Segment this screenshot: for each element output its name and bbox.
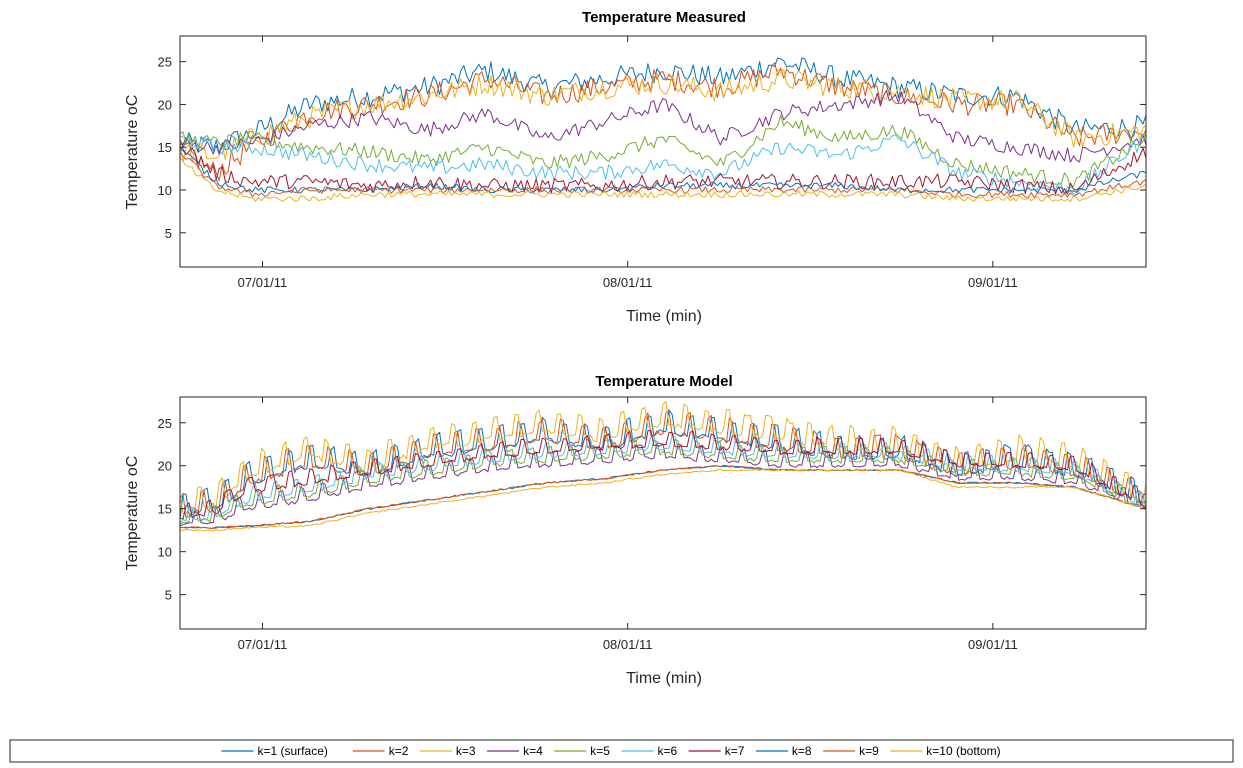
legend-label: k=2 — [389, 744, 409, 758]
y-tick-label: 20 — [158, 97, 172, 112]
x-ticks: 07/01/11 08/01/11 09/01/11 — [238, 397, 1018, 652]
legend-entry-k7: k=7 — [688, 744, 745, 758]
series-line-k5 — [179, 114, 1147, 189]
chart-title: Temperature Measured — [582, 9, 746, 26]
series-lines — [179, 401, 1147, 532]
y-axis-label: Temperature oC — [124, 456, 141, 571]
series-line-k4 — [179, 442, 1147, 527]
legend-label: k=1 (surface) — [258, 744, 328, 758]
y-tick-label: 10 — [158, 545, 172, 560]
y-tick-label: 25 — [158, 55, 172, 70]
series-line-k6 — [179, 134, 1147, 196]
legend-entry-k5: k=5 — [554, 744, 610, 758]
series-line-k10 — [179, 468, 1147, 532]
y-tick-label: 25 — [158, 416, 172, 431]
series-line-k3 — [179, 401, 1147, 515]
y-tick-label: 5 — [165, 226, 172, 241]
series-line-k3 — [179, 69, 1147, 163]
series-line-k9 — [179, 152, 1147, 198]
chart-title: Temperature Model — [595, 373, 732, 390]
legend-label: k=5 — [590, 744, 610, 758]
series-line-k5 — [179, 438, 1147, 525]
legend-entry-k1: k=1 (surface) — [221, 744, 328, 758]
series-line-k10 — [179, 157, 1147, 202]
legend-entry-k8: k=8 — [755, 744, 812, 758]
x-tick-label: 09/01/11 — [968, 637, 1018, 652]
legend-label: k=4 — [523, 744, 543, 758]
x-tick-label: 09/01/11 — [968, 275, 1018, 290]
plot-frame — [179, 35, 1147, 268]
model-chart: Temperature Model 5 10 15 20 25 07/01/11 08/0… — [124, 373, 1147, 687]
legend-entry-k2: k=2 — [352, 744, 409, 758]
x-tick-label: 07/01/11 — [238, 637, 288, 652]
x-tick-label: 08/01/11 — [603, 275, 653, 290]
series-line-k6 — [179, 434, 1147, 524]
y-tick-label: 10 — [158, 183, 172, 198]
y-tick-label: 15 — [158, 140, 172, 155]
legend-entry-k9: k=9 — [823, 744, 879, 758]
y-tick-label: 15 — [158, 502, 172, 517]
series-line-k7 — [179, 147, 1147, 195]
y-ticks: 5 10 15 20 25 — [158, 55, 1146, 241]
x-ticks: 07/01/11 08/01/11 09/01/11 — [238, 36, 1018, 290]
legend-label: k=10 (bottom) — [926, 744, 1000, 758]
legend-label: k=7 — [725, 744, 745, 758]
legend-label: k=9 — [859, 744, 879, 758]
legend-label: k=6 — [658, 744, 678, 758]
legend-label: k=8 — [792, 744, 812, 758]
x-axis-label: Time (min) — [626, 308, 702, 325]
legend: k=1 (surface) k=2 k=3 k=4 k=5 k=6 k=7 k=8 k=9 k=1… — [9, 739, 1234, 763]
series-line-k2 — [179, 409, 1147, 519]
series-line-k4 — [179, 90, 1147, 163]
y-axis-label: Temperature oC — [124, 95, 141, 210]
series-line-k2 — [179, 62, 1147, 182]
legend-label: k=3 — [456, 744, 476, 758]
series-lines — [179, 57, 1147, 202]
series-line-k7 — [179, 429, 1147, 520]
x-tick-label: 08/01/11 — [603, 637, 653, 652]
legend-entry-k4: k=4 — [487, 744, 543, 758]
y-tick-label: 20 — [158, 459, 172, 474]
series-line-k1 — [179, 57, 1147, 154]
legend-entry-k10: k=10 (bottom) — [890, 744, 1001, 758]
x-axis-label: Time (min) — [626, 670, 702, 687]
y-ticks: 5 10 15 20 25 — [158, 416, 1146, 603]
x-tick-label: 07/01/11 — [238, 275, 288, 290]
series-line-k8 — [179, 146, 1147, 194]
legend-entry-k6: k=6 — [621, 744, 678, 758]
series-line-k9 — [179, 464, 1147, 529]
y-tick-label: 5 — [165, 588, 172, 603]
plot-frame — [179, 396, 1147, 630]
legend-entry-k3: k=3 — [419, 744, 476, 758]
